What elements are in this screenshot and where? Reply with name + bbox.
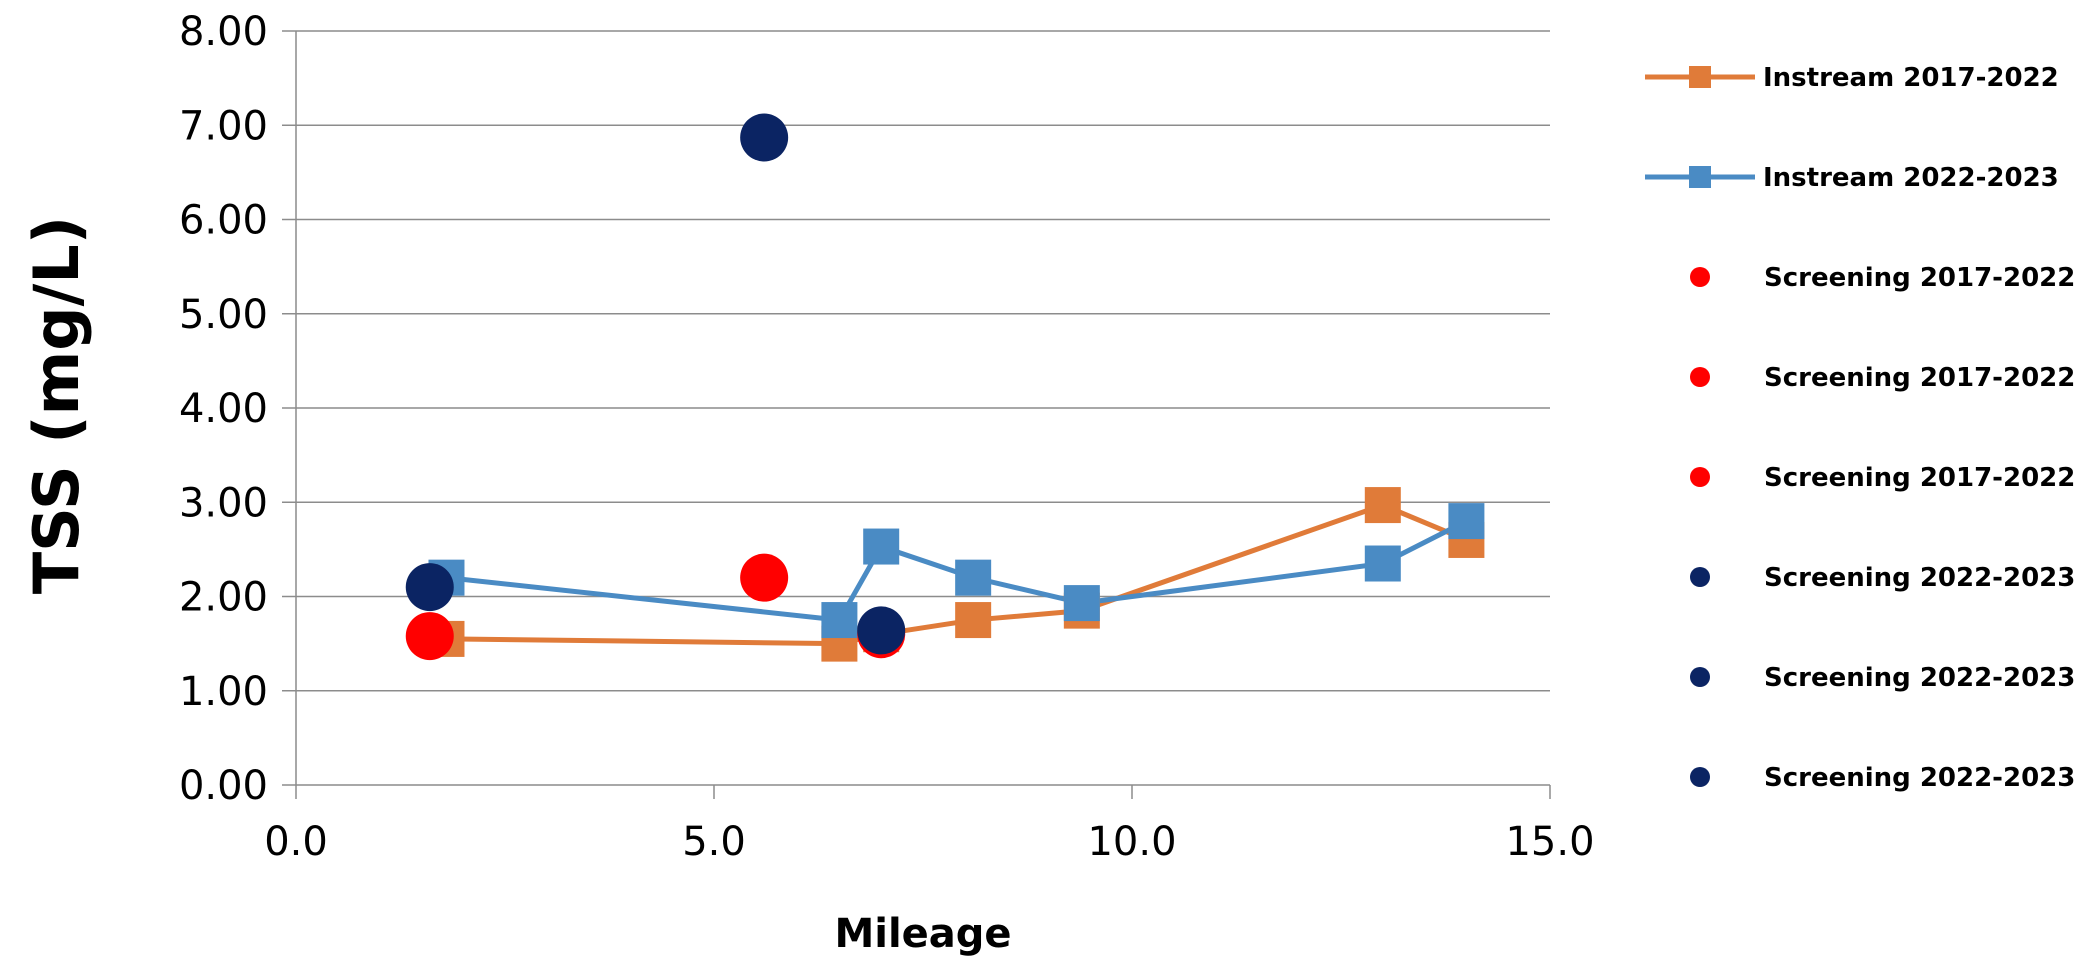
data-point-circle [405,563,454,612]
legend-circle-swatch [1690,267,1710,287]
legend-label: Screening 2022-2023 [1764,663,2075,693]
x-tick-label: 5.0 [682,819,746,865]
y-tick-labels: 0.00 1.00 2.00 3.00 4.00 5.00 6.00 7.00 8.00 [179,9,268,809]
data-point-square [863,528,900,565]
data-point-circle [740,553,789,602]
legend-circle-swatch [1690,667,1710,687]
legend: Instream 2017-2022 Instream 2022-2023 Scre… [1645,63,2075,793]
y-tick-label: 7.00 [179,103,268,149]
data-point-circle [740,113,789,162]
x-tick-label: 0.0 [264,819,328,865]
legend-label: Instream 2017-2022 [1763,63,2059,93]
x-axis-title: Mileage [834,911,1011,957]
y-tick-label: 8.00 [179,9,268,55]
data-point-square [955,602,992,639]
y-tick-label: 1.00 [179,669,268,715]
plot-area [405,113,1485,662]
y-tick-label: 2.00 [179,575,268,621]
x-tick-label: 15.0 [1505,819,1594,865]
data-point-square [1063,585,1100,622]
y-tick-label: 0.00 [179,763,268,809]
legend-square-swatch [1689,66,1711,88]
data-point-square [1364,545,1401,582]
data-point-square [821,602,858,639]
legend-label: Screening 2017-2022 [1764,463,2075,493]
data-point-square [1448,503,1485,540]
x-tick-label: 10.0 [1087,819,1176,865]
y-tick-label: 5.00 [179,292,268,338]
legend-label: Screening 2022-2023 [1764,763,2075,793]
y-tick-label: 3.00 [179,480,268,526]
legend-circle-swatch [1690,467,1710,487]
y-tick-label: 6.00 [179,198,268,244]
x-tick-labels: 0.0 5.0 10.0 15.0 [264,819,1594,865]
data-point-square [1364,487,1401,524]
legend-label: Screening 2022-2023 [1764,563,2075,593]
y-tick-label: 4.00 [179,386,268,432]
legend-square-swatch [1689,166,1711,188]
data-point-square [955,559,992,596]
legend-circle-swatch [1690,767,1710,787]
legend-label: Screening 2017-2022 [1764,363,2075,393]
y-axis-title: TSS (mg/L) [20,216,93,594]
legend-label: Screening 2017-2022 [1764,263,2075,293]
legend-circle-swatch [1690,567,1710,587]
data-point-circle [857,606,906,655]
legend-label: Instream 2022-2023 [1763,163,2059,193]
gridlines [296,30,1550,692]
data-point-circle [405,612,454,661]
axes [282,30,1551,799]
legend-circle-swatch [1690,367,1710,387]
